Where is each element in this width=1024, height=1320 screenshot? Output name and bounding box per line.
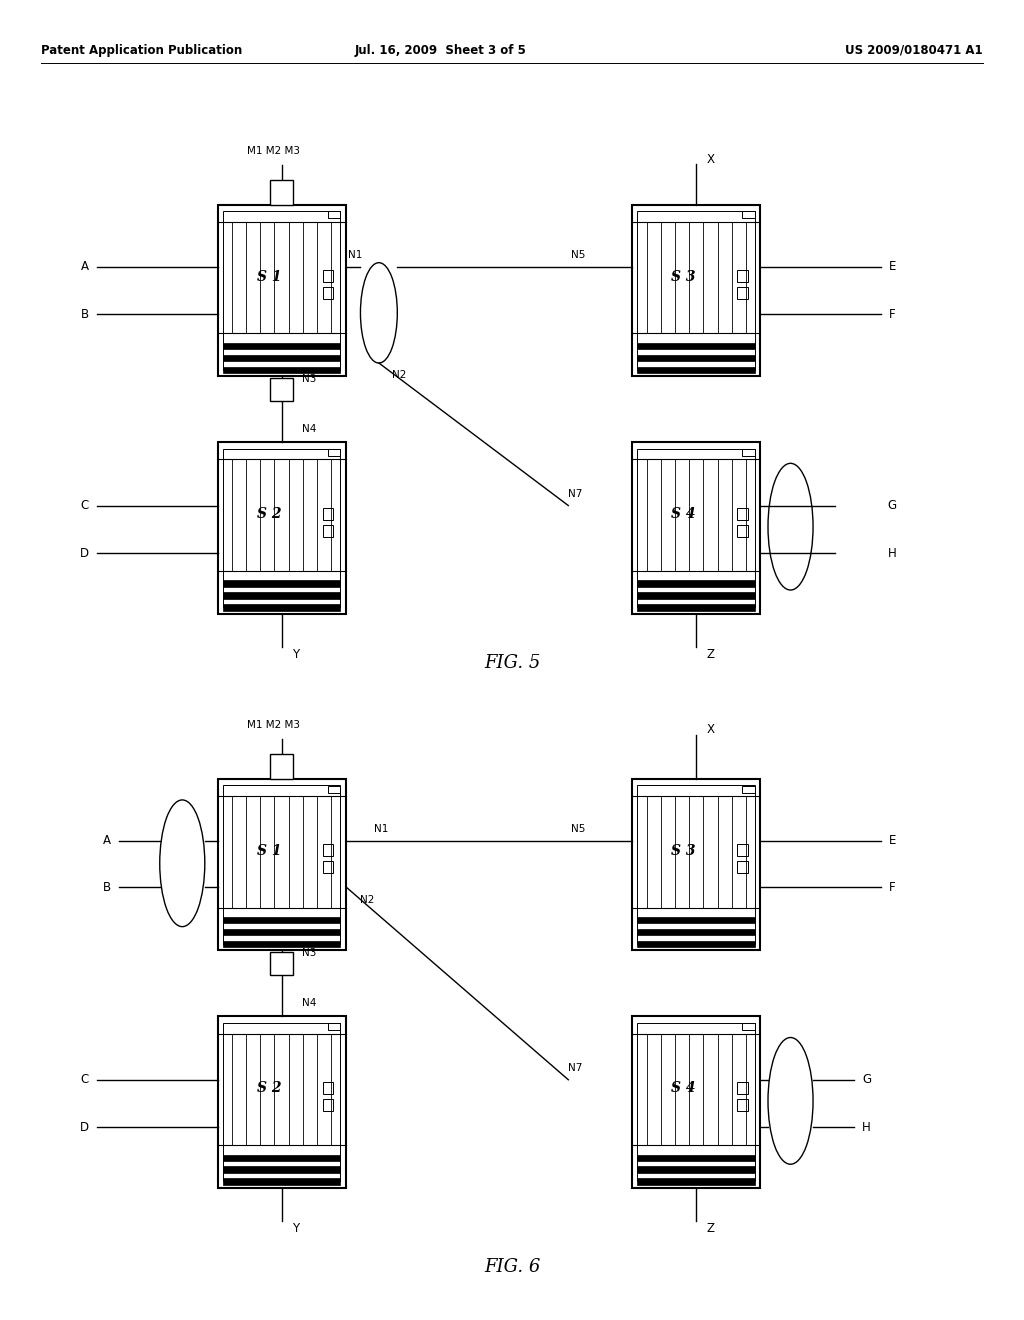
- Text: E: E: [889, 260, 896, 273]
- Text: Patent Application Publication: Patent Application Publication: [41, 44, 243, 57]
- Text: S 1: S 1: [257, 269, 281, 284]
- Text: S 4: S 4: [672, 507, 695, 521]
- Polygon shape: [637, 605, 756, 611]
- Text: X: X: [707, 723, 715, 737]
- Text: A: A: [81, 260, 89, 273]
- Text: S 1: S 1: [257, 843, 281, 858]
- Text: N7: N7: [568, 488, 583, 499]
- Text: X: X: [707, 153, 715, 166]
- Text: S 2: S 2: [257, 1081, 281, 1096]
- Text: S 3: S 3: [672, 843, 695, 858]
- Text: Jul. 16, 2009  Sheet 3 of 5: Jul. 16, 2009 Sheet 3 of 5: [354, 44, 526, 57]
- Polygon shape: [637, 355, 756, 360]
- Text: FIG. 6: FIG. 6: [483, 1258, 541, 1276]
- Text: D: D: [80, 1121, 89, 1134]
- Polygon shape: [270, 378, 293, 401]
- Text: N4: N4: [302, 998, 316, 1008]
- Polygon shape: [223, 367, 340, 372]
- Text: A: A: [102, 834, 111, 847]
- Polygon shape: [637, 593, 756, 599]
- Text: G: G: [888, 499, 897, 512]
- Polygon shape: [637, 367, 756, 372]
- Text: M1 M2 M3: M1 M2 M3: [247, 719, 300, 730]
- Polygon shape: [223, 929, 340, 935]
- Text: S 3: S 3: [672, 269, 695, 284]
- Polygon shape: [270, 180, 293, 205]
- Text: N7: N7: [568, 1063, 583, 1073]
- Text: B: B: [81, 308, 89, 321]
- Polygon shape: [637, 581, 756, 587]
- Polygon shape: [223, 941, 340, 948]
- Polygon shape: [637, 1155, 756, 1162]
- Text: FIG. 5: FIG. 5: [483, 653, 541, 672]
- Text: F: F: [889, 308, 895, 321]
- Polygon shape: [223, 343, 340, 348]
- Text: C: C: [81, 1073, 89, 1086]
- Text: N5: N5: [571, 824, 586, 834]
- Text: E: E: [889, 834, 896, 847]
- Text: N1: N1: [348, 249, 362, 260]
- Text: S 4: S 4: [672, 1081, 695, 1096]
- Polygon shape: [637, 917, 756, 924]
- Text: N2: N2: [392, 370, 407, 380]
- Polygon shape: [637, 1179, 756, 1185]
- Polygon shape: [223, 605, 340, 611]
- Polygon shape: [223, 1167, 340, 1172]
- Text: C: C: [81, 499, 89, 512]
- Polygon shape: [223, 355, 340, 360]
- Text: H: H: [888, 546, 897, 560]
- Text: Z: Z: [707, 1222, 715, 1236]
- Polygon shape: [637, 929, 756, 935]
- Text: G: G: [862, 1073, 871, 1086]
- Polygon shape: [637, 941, 756, 948]
- Polygon shape: [270, 952, 293, 975]
- Polygon shape: [637, 1167, 756, 1172]
- Polygon shape: [223, 1179, 340, 1185]
- Polygon shape: [223, 917, 340, 924]
- Text: Y: Y: [292, 1222, 299, 1236]
- Text: N3: N3: [302, 374, 316, 384]
- Polygon shape: [223, 581, 340, 587]
- Polygon shape: [223, 1155, 340, 1162]
- Text: N3: N3: [302, 948, 316, 958]
- Text: US 2009/0180471 A1: US 2009/0180471 A1: [846, 44, 983, 57]
- Polygon shape: [223, 593, 340, 599]
- Text: S 2: S 2: [257, 507, 281, 521]
- Text: N1: N1: [374, 824, 388, 834]
- Text: N2: N2: [360, 895, 375, 906]
- Text: F: F: [889, 880, 895, 894]
- Text: B: B: [102, 880, 111, 894]
- Text: Z: Z: [707, 648, 715, 661]
- Text: Y: Y: [292, 648, 299, 661]
- Polygon shape: [270, 754, 293, 779]
- Polygon shape: [637, 343, 756, 348]
- Text: N5: N5: [571, 249, 586, 260]
- Text: M1 M2 M3: M1 M2 M3: [247, 145, 300, 156]
- Text: N4: N4: [302, 424, 316, 434]
- Text: D: D: [80, 546, 89, 560]
- Text: H: H: [862, 1121, 871, 1134]
